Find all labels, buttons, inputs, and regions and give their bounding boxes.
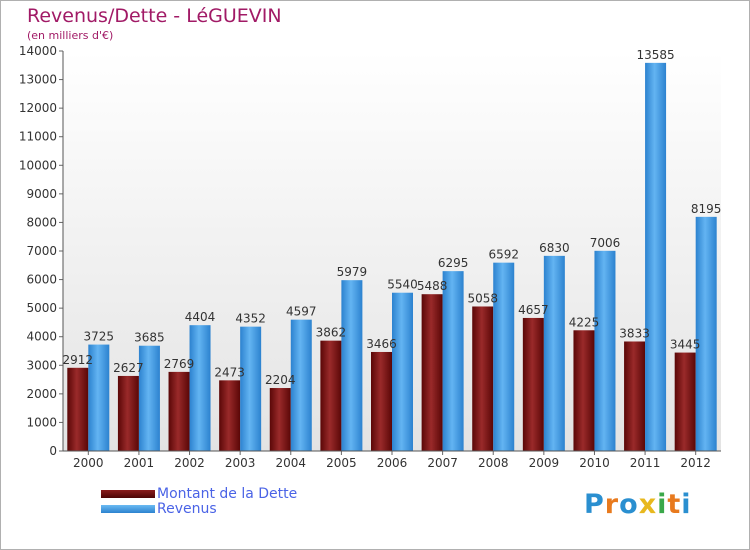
bar-revenus [645,62,667,451]
y-tick-label: 11000 [19,130,57,144]
y-tick-label: 3000 [26,358,57,372]
bar-dette [421,294,443,451]
bar-dette [472,306,494,451]
value-label-revenus: 3725 [84,330,115,344]
x-tick-label: 2003 [225,456,256,470]
chart-subtitle: (en milliers d'€) [27,29,114,42]
bar-dette [168,371,190,451]
y-tick-label: 13000 [19,73,57,87]
value-label-revenus: 3685 [134,331,165,345]
value-label-revenus: 4404 [185,310,216,324]
proxiti-logo: Proxiti [584,489,692,520]
bar-dette [117,375,139,451]
legend-swatch-revenus [101,504,155,513]
bar-revenus [290,319,312,451]
bar-dette [371,351,392,451]
logo-letter: i [657,489,668,520]
bar-revenus [392,292,413,451]
x-tick-label: 2008 [478,456,509,470]
y-tick-label: 4000 [26,330,57,344]
bar-revenus [442,271,464,451]
value-label-revenus: 6295 [438,256,469,270]
bar-revenus [240,326,262,451]
x-tick-label: 2010 [579,456,610,470]
value-label-revenus: 7006 [590,236,621,250]
logo-letter: o [619,489,639,520]
x-tick-label: 2000 [73,456,104,470]
logo-letter: r [604,489,620,520]
value-label-revenus: 4597 [286,305,317,319]
x-tick-label: 2002 [174,456,205,470]
value-label-revenus: 8195 [691,202,722,216]
logo-letter: i [681,489,692,520]
logo-letter: x [638,489,658,520]
value-label-dette: 5058 [467,291,498,305]
legend-item-dette: Montant de la Dette [101,485,298,502]
bar-revenus [341,280,363,451]
y-tick-label: 0 [49,444,57,458]
value-label-dette: 2204 [265,373,296,387]
value-label-dette: 3445 [670,338,701,352]
bar-dette [219,380,241,451]
y-tick-label: 8000 [26,215,57,229]
y-tick-label: 12000 [19,101,57,115]
logo-letter: P [584,489,605,520]
y-tick-label: 14000 [19,44,57,58]
legend-swatch-dette [101,489,155,498]
bar-dette [674,352,696,451]
bar-revenus [695,216,717,451]
value-label-revenus: 6830 [539,241,570,255]
x-tick-label: 2007 [427,456,458,470]
legend-label-dette: Montant de la Dette [157,485,298,502]
bar-revenus [594,250,616,451]
y-tick-label: 7000 [26,244,57,258]
value-label-dette: 2627 [113,361,144,375]
x-tick-label: 2005 [326,456,357,470]
y-tick-label: 10000 [19,158,57,172]
value-label-dette: 3833 [619,326,650,340]
y-tick-label: 9000 [26,187,57,201]
x-tick-label: 2004 [275,456,306,470]
legend-item-revenus: Revenus [101,500,297,517]
value-label-revenus: 5979 [337,265,368,279]
bar-dette [573,330,595,451]
legend-label-revenus: Revenus [157,500,217,517]
bar-revenus [88,344,110,451]
y-tick-label: 2000 [26,387,57,401]
value-label-dette: 2912 [63,353,94,367]
bar-dette [624,341,646,451]
legend: Montant de la Dette Revenus [101,485,298,517]
value-label-dette: 5488 [417,279,448,293]
bar-revenus [138,345,160,451]
bar-revenus [543,255,565,451]
x-tick-label: 2011 [630,456,661,470]
value-label-dette: 2473 [214,365,245,379]
value-label-dette: 3466 [366,337,397,351]
value-label-revenus: 4352 [235,312,266,326]
bar-revenus [493,262,515,451]
logo-letter: t [667,489,682,520]
value-label-revenus: 6592 [488,248,519,262]
x-tick-label: 2012 [680,456,711,470]
x-tick-label: 2001 [124,456,155,470]
value-label-dette: 3862 [316,326,347,340]
bar-dette [522,317,544,451]
value-label-dette: 4657 [518,303,549,317]
y-tick-label: 1000 [26,415,57,429]
x-tick-label: 2009 [529,456,560,470]
bar-dette [269,388,291,451]
bar-dette [67,367,89,451]
value-label-revenus: 5540 [387,278,418,292]
value-label-dette: 2769 [164,357,195,371]
bar-revenus [189,325,211,451]
y-tick-label: 6000 [26,273,57,287]
y-tick-label: 5000 [26,301,57,315]
chart-title: Revenus/Dette - LéGUEVIN [27,5,282,27]
value-label-dette: 4225 [569,315,600,329]
bar-dette [320,340,342,451]
x-tick-label: 2006 [377,456,408,470]
value-label-revenus: 13585 [636,48,674,62]
